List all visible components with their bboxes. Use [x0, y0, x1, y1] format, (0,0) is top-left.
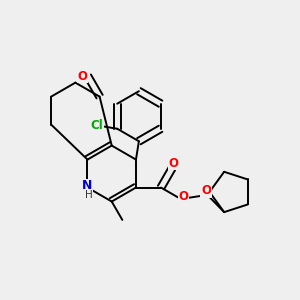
Text: O: O	[201, 184, 211, 197]
Text: O: O	[77, 70, 88, 83]
Text: N: N	[82, 179, 93, 192]
Text: O: O	[169, 157, 178, 169]
Text: Cl: Cl	[90, 119, 103, 132]
Text: H: H	[85, 190, 92, 200]
Text: O: O	[178, 190, 188, 203]
